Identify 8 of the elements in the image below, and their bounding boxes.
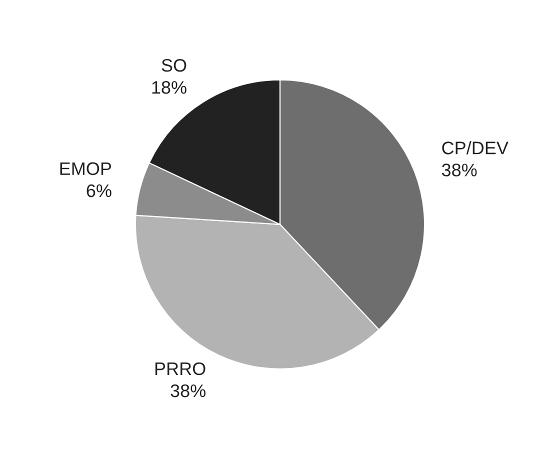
slice-label: EMOP [60,162,112,176]
data-label: 18% [152,81,186,94]
slice-label: SO [162,58,186,72]
data-label: 6% [86,184,112,198]
slice-label: CP/DEV [442,141,508,154]
data-label: 38% [170,384,206,398]
data-label: 38% [442,164,477,176]
slice-label: PRRO [155,362,206,376]
